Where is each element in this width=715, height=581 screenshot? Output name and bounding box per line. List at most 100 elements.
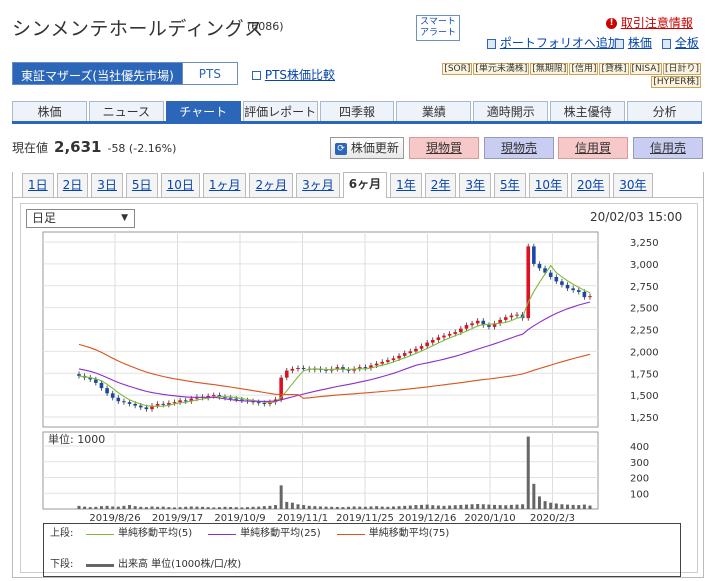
volume-bar [116, 506, 120, 509]
volume-bar [442, 505, 446, 509]
ma5-swatch [86, 533, 114, 535]
chart-inner-frame [20, 203, 698, 573]
legend-ma5: 単純移動平均(5) [118, 528, 193, 539]
volume-bar [111, 506, 115, 509]
candle-body [223, 396, 227, 398]
volume-bar [408, 505, 412, 509]
volume-bar [240, 507, 244, 509]
volume-bar [268, 505, 272, 509]
tab-analysis[interactable]: 分析 [627, 101, 703, 121]
pts-compare-link[interactable]: PTS株価比較 [252, 66, 335, 83]
x-tick-label: 2019/8/26 [89, 513, 140, 524]
period-3y[interactable]: 3年 [459, 173, 492, 197]
volume-bar [307, 505, 311, 509]
volume-bar [234, 507, 238, 509]
candle-body [161, 403, 166, 405]
tab-shikiho[interactable]: 四季報 [319, 101, 395, 121]
volume-bar [274, 505, 278, 509]
smart-alert-button[interactable]: スマート アラート [416, 15, 460, 41]
x-tick-label: 2019/11/25 [336, 513, 394, 524]
tab-rating-report[interactable]: 評価レポート [242, 101, 318, 121]
chart-timestamp: 20/02/03 15:00 [590, 210, 683, 224]
volume-bar [414, 505, 418, 509]
market-tse-mothers[interactable]: 東証マザーズ(当社優先市場) [13, 63, 182, 84]
order-caution-link[interactable]: ! 取引注意情報 [606, 14, 693, 31]
volume-bar [189, 506, 193, 509]
volume-bar [184, 506, 188, 509]
period-5y[interactable]: 5年 [494, 173, 526, 197]
candle-body [442, 335, 446, 338]
candle-body [279, 377, 283, 400]
candle-body [178, 400, 182, 403]
period-5d[interactable]: 5日 [125, 173, 158, 197]
volume-bar [459, 504, 463, 509]
price-tick-label: 1,500 [630, 391, 659, 402]
volume-bar [341, 507, 345, 509]
period-1m[interactable]: 1ヶ月 [202, 173, 247, 197]
volume-bar [352, 506, 356, 509]
stock-price-label: 株価 [627, 36, 652, 50]
volume-bar [453, 505, 457, 509]
period-1y[interactable]: 1年 [390, 173, 422, 197]
period-10d[interactable]: 10日 [160, 173, 200, 197]
buy-spot-button[interactable]: 現物買 [409, 137, 479, 159]
period-2d[interactable]: 2日 [56, 173, 89, 197]
legend-ma75: 単純移動平均(75) [368, 528, 450, 539]
candle-body [515, 314, 519, 316]
interval-select[interactable]: 日足 ▼ [26, 209, 135, 228]
candle-body [436, 337, 441, 340]
refresh-price-label: 株価更新 [350, 141, 399, 155]
portfolio-add-link[interactable]: ポートフォリオへ追加 [487, 34, 620, 51]
volume-bar [375, 506, 379, 509]
volume-bar [560, 504, 564, 509]
period-3m[interactable]: 3ヶ月 [296, 173, 340, 197]
volume-bar [161, 506, 165, 509]
price-tick-label: 3,000 [630, 260, 659, 271]
refresh-price-button[interactable]: ⟳ 株価更新 [330, 137, 404, 159]
tab-stock-price[interactable]: 株価 [12, 101, 87, 121]
candle-body [532, 246, 536, 264]
period-6m[interactable]: 6ヶ月 [342, 172, 388, 198]
candle-body [588, 296, 592, 298]
tab-earnings[interactable]: 業績 [396, 101, 472, 121]
period-3d[interactable]: 3日 [91, 173, 123, 197]
buy-margin-button[interactable]: 信用買 [558, 137, 628, 159]
volume-bar [122, 505, 126, 509]
volume-bar [369, 506, 373, 509]
sell-spot-button[interactable]: 現物売 [484, 137, 554, 159]
tab-news[interactable]: ニュース [88, 101, 164, 121]
market-pts[interactable]: PTS [181, 63, 237, 84]
tab-benefits[interactable]: 株主優待 [550, 101, 626, 121]
candle-body [116, 397, 121, 402]
volume-bar [543, 501, 547, 509]
candle-body [284, 370, 289, 378]
candle-body [509, 315, 514, 318]
sell-margin-button[interactable]: 信用売 [633, 137, 703, 159]
ma25-swatch [208, 533, 237, 535]
x-tick-label: 2019/11/1 [277, 513, 328, 524]
volume-bar [150, 506, 154, 509]
candle-body [526, 246, 531, 319]
price-chart-area: 3,250 3,000 2,750 2,500 2,250 2,000 1,750 1,500… [42, 231, 659, 428]
period-20y[interactable]: 20年 [570, 173, 611, 197]
full-board-link[interactable]: 全板 [662, 34, 699, 51]
period-2y[interactable]: 2年 [424, 173, 457, 197]
tab-chart[interactable]: チャート [165, 101, 241, 121]
period-30y[interactable]: 30年 [613, 173, 653, 197]
volume-bar [358, 506, 362, 509]
candle-body [419, 346, 424, 349]
candle-body [262, 403, 267, 404]
period-tabs: 1日 2日 3日 5日 10日 1ヶ月 2ヶ月 3ヶ月 6ヶ月 1年 2年 3年… [12, 172, 704, 198]
badge-lending: [貸株] [599, 63, 629, 75]
current-price-value: 2,631 [54, 138, 102, 156]
candle-body [537, 263, 542, 269]
period-10y[interactable]: 10年 [528, 173, 568, 197]
period-1d[interactable]: 1日 [22, 173, 54, 197]
chart-legend: 上段: 単純移動平均(5) 単純移動平均(25) 単純移動平均(75) 下段: … [43, 523, 681, 577]
tab-disclosure[interactable]: 適時開示 [473, 101, 549, 121]
compare-icon [252, 71, 261, 80]
period-2m[interactable]: 2ヶ月 [249, 173, 294, 197]
main-tabs: 株価 ニュース チャート 評価レポート 四季報 業績 適時開示 株主優待 分析 [12, 101, 703, 124]
volume-bar [391, 506, 395, 509]
stock-price-link[interactable]: 株価 [615, 34, 652, 51]
